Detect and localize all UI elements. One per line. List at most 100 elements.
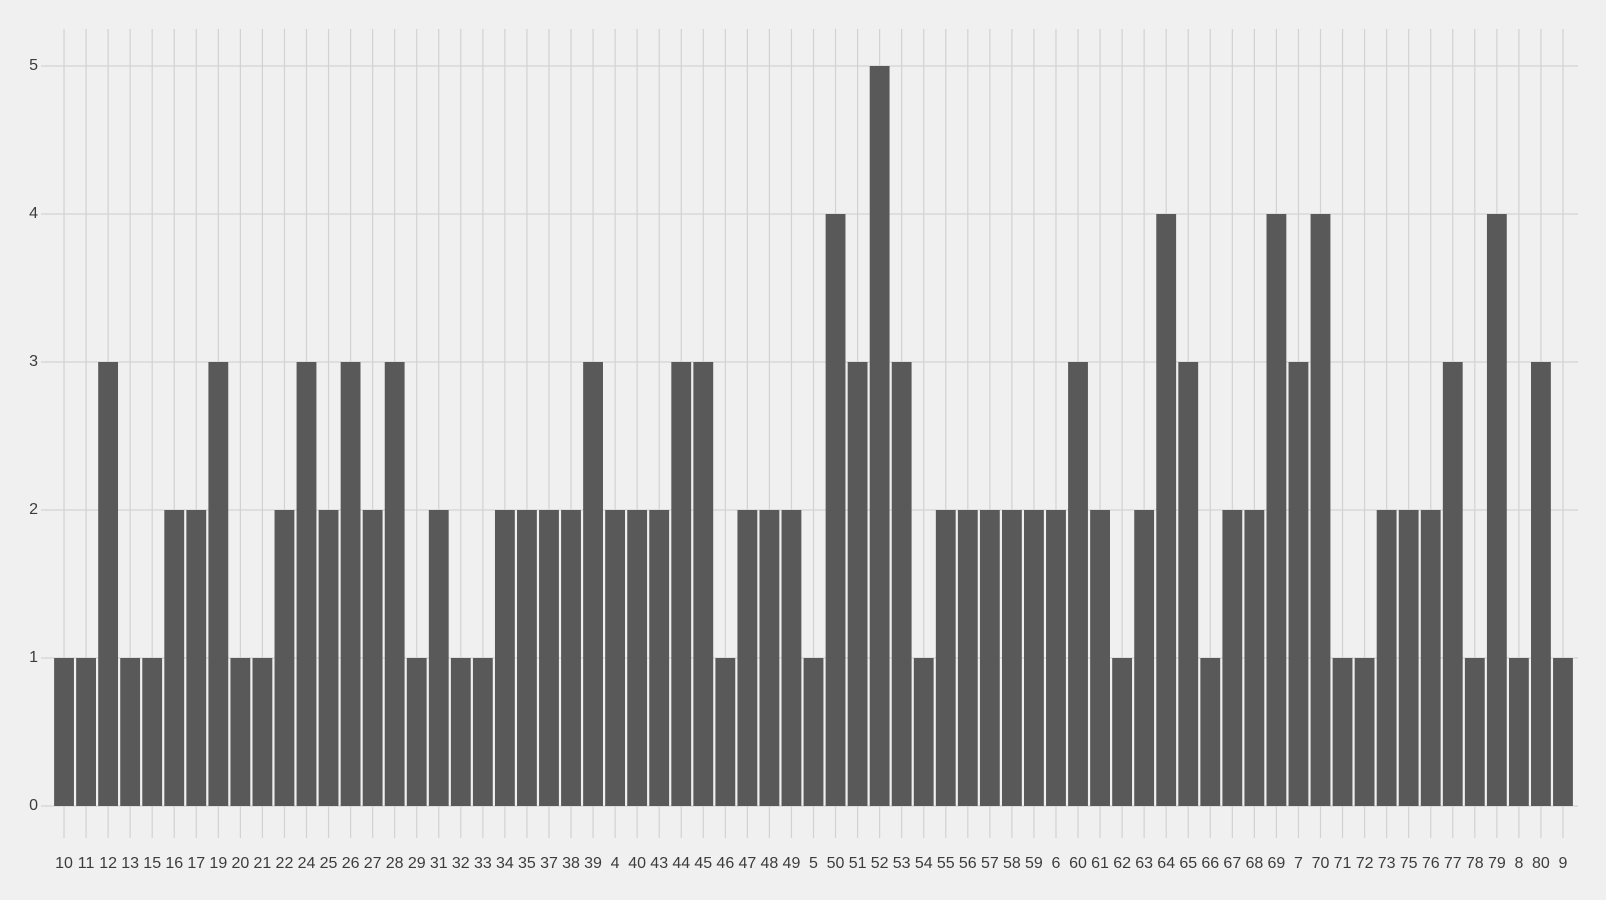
bar [274, 510, 295, 806]
bar [252, 658, 273, 806]
x-tick-label: 20 [231, 855, 249, 872]
bar [1001, 510, 1022, 806]
x-tick-label: 15 [143, 855, 161, 872]
x-tick-label: 33 [474, 855, 492, 872]
bar [583, 362, 603, 806]
y-tick-label: 4 [29, 205, 38, 222]
bar [164, 510, 185, 806]
x-tick-label: 12 [99, 855, 117, 872]
x-tick-label: 61 [1091, 855, 1109, 872]
x-tick-label: 25 [320, 855, 338, 872]
bar [1531, 362, 1551, 806]
x-tick-label: 70 [1312, 855, 1330, 872]
bar [98, 362, 119, 806]
x-tick-label: 59 [1025, 855, 1043, 872]
bar [76, 658, 96, 806]
bar [54, 658, 74, 806]
x-tick-label: 68 [1245, 855, 1263, 872]
bar [693, 362, 714, 806]
x-tick-label: 54 [915, 855, 933, 872]
x-tick-label: 7 [1294, 855, 1303, 872]
bar [1178, 362, 1199, 806]
x-tick-label: 62 [1113, 855, 1131, 872]
bar [1200, 658, 1221, 806]
y-tick-label: 2 [29, 501, 38, 518]
y-tick-label: 0 [29, 797, 38, 814]
x-tick-label: 29 [408, 855, 426, 872]
x-tick-label: 79 [1488, 855, 1506, 872]
bar [825, 214, 846, 806]
bar [1508, 658, 1529, 806]
bar [1090, 510, 1110, 806]
bar [296, 362, 317, 806]
x-tick-label: 73 [1378, 855, 1396, 872]
y-tick-label: 1 [29, 649, 38, 666]
bar [781, 510, 802, 806]
x-tick-label: 24 [298, 855, 316, 872]
x-tick-label: 32 [452, 855, 470, 872]
bar [362, 510, 383, 806]
bar [517, 510, 537, 806]
x-tick-label: 31 [430, 855, 448, 872]
bar [1266, 214, 1287, 806]
bar [891, 362, 912, 806]
bar [230, 658, 251, 806]
x-tick-label: 77 [1444, 855, 1462, 872]
bar [737, 510, 758, 806]
bar [715, 658, 736, 806]
x-tick-label: 40 [628, 855, 646, 872]
bar [1553, 658, 1573, 806]
x-tick-label: 38 [562, 855, 580, 872]
x-tick-label: 69 [1268, 855, 1286, 872]
bar [120, 658, 141, 806]
x-tick-label: 45 [694, 855, 712, 872]
x-tick-label: 8 [1514, 855, 1523, 872]
x-tick-label: 17 [187, 855, 205, 872]
x-tick-label: 78 [1466, 855, 1484, 872]
x-tick-label: 39 [584, 855, 602, 872]
bar [869, 66, 890, 806]
bar [142, 658, 163, 806]
y-tick-label: 5 [29, 57, 38, 74]
x-tick-label: 65 [1179, 855, 1197, 872]
bar [318, 510, 339, 806]
bar [450, 658, 471, 806]
x-tick-label: 9 [1559, 855, 1568, 872]
x-tick-label: 19 [209, 855, 227, 872]
x-tick-label: 37 [540, 855, 558, 872]
bar [186, 510, 207, 806]
x-tick-label: 21 [254, 855, 272, 872]
x-tick-label: 67 [1223, 855, 1241, 872]
x-tick-label: 48 [761, 855, 779, 872]
x-tick-label: 58 [1003, 855, 1021, 872]
x-tick-label: 57 [981, 855, 999, 872]
bar [428, 510, 449, 806]
x-tick-label: 47 [738, 855, 756, 872]
x-tick-label: 80 [1532, 855, 1550, 872]
x-tick-label: 27 [364, 855, 382, 872]
x-tick-label: 46 [716, 855, 734, 872]
bar [979, 510, 1000, 806]
x-tick-label: 60 [1069, 855, 1087, 872]
x-tick-label: 22 [276, 855, 294, 872]
x-tick-label: 10 [55, 855, 73, 872]
bar [1398, 510, 1419, 806]
x-tick-label: 56 [959, 855, 977, 872]
bar [627, 510, 648, 806]
bar [1024, 510, 1044, 806]
bar [1332, 658, 1353, 806]
bar [1288, 362, 1309, 806]
bar [561, 510, 581, 806]
x-tick-label: 43 [650, 855, 668, 872]
x-tick-label: 44 [672, 855, 690, 872]
bar [649, 510, 670, 806]
bar [1464, 658, 1485, 806]
x-tick-label: 6 [1052, 855, 1061, 872]
x-tick-label: 50 [827, 855, 845, 872]
x-tick-label: 72 [1356, 855, 1374, 872]
x-tick-label: 66 [1201, 855, 1219, 872]
bar [1442, 362, 1463, 806]
bar [759, 510, 780, 806]
